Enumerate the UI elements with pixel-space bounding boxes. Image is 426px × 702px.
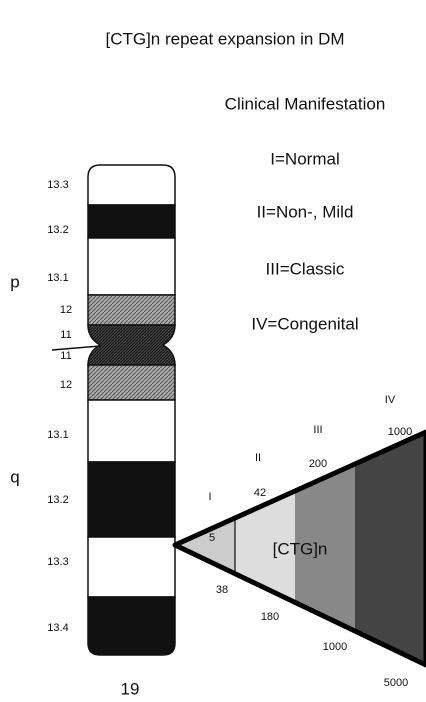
class-label: I: [208, 491, 211, 503]
band-label: 12: [60, 304, 72, 316]
class-label: IV: [385, 394, 396, 406]
upper-bound: 42: [254, 487, 266, 499]
band-label: 13.3: [47, 556, 68, 568]
band-label: 12: [60, 379, 72, 391]
expansion-label: [CTG]n: [273, 539, 328, 558]
band-label: 13.4: [47, 622, 68, 634]
title: [CTG]n repeat expansion in DM: [105, 29, 344, 48]
upper-bound: 5: [209, 532, 215, 544]
class-label: III: [313, 424, 322, 436]
lower-bound: 5000: [384, 677, 408, 689]
upper-bound: 200: [309, 458, 327, 470]
band-label: 11: [60, 350, 71, 362]
band-label: 13.1: [47, 429, 68, 441]
lower-bound: 180: [261, 611, 279, 623]
chromosome: [51, 164, 176, 656]
chromosome-number: 19: [121, 679, 140, 698]
band-label: 13.2: [47, 494, 68, 506]
upper-bound: 1000: [388, 426, 412, 438]
legend-item: II=Non-, Mild: [257, 202, 354, 221]
legend-item: IV=Congenital: [251, 314, 358, 333]
class-label: II: [255, 452, 261, 464]
band-label: 13.2: [47, 224, 68, 236]
triangle-outline: [172, 429, 426, 668]
lower-bound: 38: [216, 584, 228, 596]
legend-heading: Clinical Manifestation: [225, 94, 386, 113]
arm-label: q: [10, 467, 19, 486]
lower-bound: 1000: [323, 641, 347, 653]
band-label: 13.3: [47, 179, 68, 191]
arm-label: p: [10, 272, 19, 291]
band-label: 11: [60, 329, 71, 341]
legend-item: I=Normal: [270, 149, 339, 168]
band-label: 13.1: [47, 272, 68, 284]
legend-item: III=Classic: [266, 259, 345, 278]
